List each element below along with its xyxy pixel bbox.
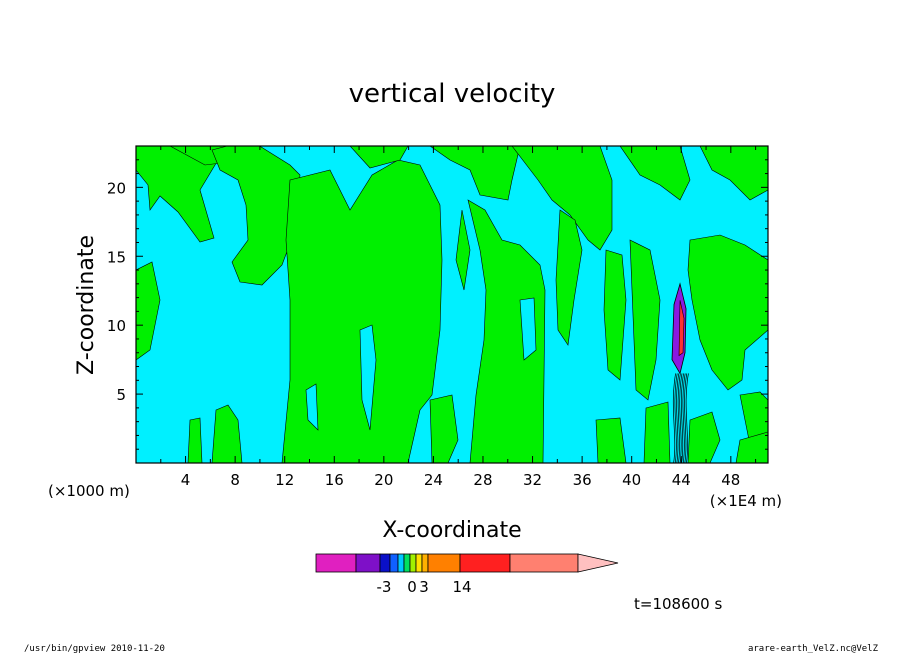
strong-updraft-core [678, 300, 685, 357]
updraft-region [211, 146, 301, 286]
y-tick-label: 15 [107, 248, 126, 266]
updraft-region [467, 199, 546, 463]
footer-left: /usr/bin/gpview 2010-11-20 [24, 644, 165, 654]
updraft-region [211, 404, 243, 463]
colorbar-segment [315, 553, 357, 573]
colorbar-segment [355, 553, 381, 573]
updraft-region [349, 146, 409, 169]
x-axis-label: X-coordinate [382, 518, 521, 543]
updraft-region [619, 146, 691, 201]
colorbar-segment [403, 553, 411, 573]
x-unit-right: (×1E4 m) [710, 492, 782, 510]
colorbar [315, 553, 619, 573]
colorbar-label: 3 [419, 578, 429, 596]
x-unit-left: (×1000 m) [48, 482, 130, 500]
time-label: t=108600 s [634, 595, 722, 613]
y-tick-label: 5 [116, 386, 126, 404]
updraft-region [187, 417, 203, 463]
colorbar-label: 14 [452, 578, 471, 596]
updraft-region [735, 431, 768, 463]
colorbar-label: -3 [377, 578, 392, 596]
plot-area [136, 146, 768, 463]
x-tick-label: 32 [523, 471, 542, 489]
y-tick-label: 10 [107, 317, 126, 335]
chart-title: vertical velocity [349, 79, 556, 109]
x-axis: 4 8 12 16 20 24 28 32 36 40 44 48 [160, 146, 757, 489]
storm-core [671, 282, 689, 463]
colorbar-segment [459, 553, 511, 573]
updraft-region [455, 209, 471, 291]
updraft-regions [136, 146, 768, 463]
downdraft-pocket [359, 324, 377, 431]
updraft-region [699, 146, 768, 201]
colorbar-segment [379, 553, 391, 573]
updraft-region [643, 401, 671, 463]
contour-line [684, 373, 688, 463]
x-tick-label: 44 [672, 471, 691, 489]
contour-line [679, 373, 683, 463]
y-axis-label: Z-coordinate [74, 235, 99, 375]
x-tick-label: 48 [721, 471, 740, 489]
downdraft-pocket [305, 383, 319, 431]
colorbar-segment [415, 553, 423, 573]
colorbar-segment [421, 553, 429, 573]
colorbar-label: 0 [407, 578, 417, 596]
contour-line [680, 373, 684, 463]
downdraft-pocket [519, 297, 537, 361]
y-tick-label: 20 [107, 179, 126, 197]
x-tick-label: 24 [424, 471, 443, 489]
colorbar-segment [397, 553, 405, 573]
x-tick-label: 40 [622, 471, 641, 489]
updraft-region [603, 249, 627, 381]
contour-line [674, 373, 678, 463]
colorbar-segment [409, 553, 417, 573]
colorbar-segment [427, 553, 461, 573]
colorbar-labels: -3 0 3 14 [377, 578, 472, 596]
updraft-region [281, 159, 443, 463]
updraft-region [629, 239, 661, 401]
updraft-region [739, 391, 768, 446]
x-tick-label: 12 [275, 471, 294, 489]
contour-line [676, 373, 680, 463]
x-tick-label: 20 [374, 471, 393, 489]
x-tick-label: 4 [181, 471, 191, 489]
contour-line [677, 373, 681, 463]
updraft-region [687, 411, 721, 463]
footer-right: arare-earth_VelZ.nc@VelZ [748, 644, 879, 654]
updraft-region [555, 209, 583, 346]
colorbar-segment [509, 553, 579, 573]
x-tick-label: 8 [230, 471, 240, 489]
updraft-region [687, 234, 768, 391]
updraft-region [511, 146, 613, 251]
contour-line [672, 373, 676, 463]
x-tick-label: 28 [473, 471, 492, 489]
plot-frame [135, 145, 769, 464]
colorbar-segment [389, 553, 399, 573]
x-tick-label: 36 [573, 471, 592, 489]
colorbar-arrow [577, 553, 619, 573]
contour-line [685, 373, 689, 463]
contour-line [682, 373, 686, 463]
updraft-region [429, 394, 459, 463]
updraft-region [595, 417, 627, 463]
x-tick-label: 16 [325, 471, 344, 489]
y-axis: 5 10 15 20 [107, 159, 768, 450]
updraft-region [136, 261, 161, 361]
